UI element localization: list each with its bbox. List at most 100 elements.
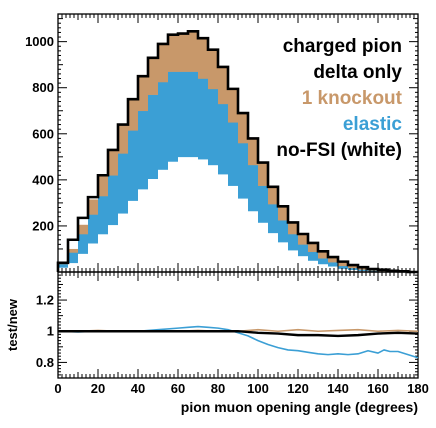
- hist-bar-no-fsi-white-: [138, 189, 149, 273]
- hist-bar-elastic: [298, 244, 309, 257]
- hist-bar-no-fsi-white-: [168, 161, 179, 273]
- legend-entry-1-knockout: 1 knockout: [302, 88, 403, 109]
- legend-entry-charged-pion: charged pion: [283, 36, 402, 57]
- hist-bar-elastic: [118, 153, 129, 214]
- hist-bar-elastic: [78, 233, 89, 254]
- hist-bar-1-knockout: [98, 175, 109, 197]
- hist-bar-1-knockout: [128, 99, 139, 131]
- y-tick-label-top: 800: [32, 80, 54, 95]
- bottom-frame: [57, 271, 419, 379]
- y-tick-label-bottom: 0.8: [36, 355, 54, 370]
- hist-bar-elastic: [308, 251, 319, 261]
- hist-bar-1-knockout: [348, 265, 359, 269]
- hist-bar-elastic: [348, 267, 359, 270]
- hist-bar-no-fsi-white-: [108, 224, 119, 273]
- hist-bar-1-knockout: [118, 124, 129, 154]
- y-tick-label-bottom: 1: [47, 324, 54, 339]
- hist-bar-1-knockout: [358, 267, 369, 270]
- hist-bar-elastic: [98, 195, 109, 235]
- hist-bar-elastic: [208, 88, 219, 166]
- ratio-line-elastic: [57, 325, 419, 359]
- hist-bar-1-knockout: [268, 186, 279, 205]
- x-tick-label: 40: [131, 381, 145, 396]
- hist-bar-no-fsi-white-: [288, 250, 299, 273]
- hist-bar-1-knockout: [248, 138, 259, 166]
- hist-bar-no-fsi-white-: [328, 266, 339, 273]
- hist-bar-no-fsi-white-: [158, 169, 169, 273]
- hist-bar-1-knockout: [238, 113, 249, 144]
- hist-bar-no-fsi-white-: [308, 260, 319, 273]
- x-tick-label: 60: [171, 381, 185, 396]
- hist-bar-no-fsi-white-: [248, 210, 259, 273]
- legend-entry-no-fsi-white-: no-FSI (white): [276, 140, 402, 161]
- y-tick-label-top: 1000: [25, 34, 54, 49]
- hist-bar-1-knockout: [258, 162, 269, 186]
- hist-bar-elastic: [158, 81, 169, 170]
- y-axis-label: test/new: [5, 298, 20, 351]
- hist-bar-elastic: [328, 262, 339, 267]
- hist-bar-1-knockout: [278, 206, 289, 221]
- hist-bar-elastic: [128, 130, 139, 201]
- hist-bar-no-fsi-white-: [148, 178, 159, 273]
- hist-bar-1-knockout: [198, 38, 209, 79]
- hist-bar-1-knockout: [168, 34, 179, 72]
- hist-bar-elastic: [268, 204, 279, 234]
- hist-bar-elastic: [278, 220, 289, 243]
- hist-bar-1-knockout: [308, 242, 319, 253]
- hist-bar-1-knockout: [78, 224, 89, 235]
- hist-bar-no-fsi-white-: [268, 232, 279, 273]
- hist-bar-no-fsi-white-: [68, 262, 79, 273]
- hist-bar-no-fsi-white-: [238, 198, 249, 273]
- hist-bar-no-fsi-white-: [258, 222, 269, 273]
- hist-bar-1-knockout: [338, 261, 349, 267]
- hist-bar-1-knockout: [138, 76, 149, 112]
- hist-bar-1-knockout: [158, 43, 169, 83]
- y-tick-label-top: 200: [32, 218, 54, 233]
- hist-bar-elastic: [178, 71, 189, 158]
- hist-bar-no-fsi-white-: [128, 200, 139, 273]
- hist-bar-elastic: [358, 269, 369, 271]
- hist-bar-elastic: [58, 263, 69, 268]
- hist-bar-elastic: [108, 175, 119, 226]
- hist-bar-no-fsi-white-: [298, 255, 309, 273]
- hist-bar-no-fsi-white-: [208, 164, 219, 273]
- hist-bar-elastic: [238, 143, 249, 199]
- x-tick-label: 180: [407, 381, 429, 396]
- hist-bar-1-knockout: [148, 57, 159, 95]
- legend-entry-delta-only: delta only: [313, 62, 402, 83]
- hist-bar-1-knockout: [108, 149, 119, 176]
- hist-bar-elastic: [188, 71, 199, 158]
- x-tick-label: 80: [211, 381, 225, 396]
- ratio-line-charged-pion: [58, 330, 419, 338]
- hist-bar-elastic: [368, 270, 379, 272]
- hist-bar-1-knockout: [208, 49, 219, 90]
- hist-bar-1-knockout: [178, 33, 189, 72]
- x-tick-label: 120: [287, 381, 309, 396]
- hist-bar-no-fsi-white-: [78, 253, 89, 273]
- hist-bar-elastic: [228, 122, 239, 186]
- x-tick-label: 0: [54, 381, 61, 396]
- hist-bar-elastic: [218, 103, 229, 175]
- histogram-panel: [56, 29, 418, 274]
- hist-bar-1-knockout: [218, 66, 229, 105]
- hist-bar-no-fsi-white-: [228, 185, 239, 273]
- hist-bar-1-knockout: [68, 248, 79, 253]
- hist-bar-elastic: [148, 94, 159, 180]
- hist-bar-no-fsi-white-: [278, 242, 289, 273]
- y-tick-label-bottom: 1.2: [36, 293, 54, 308]
- x-tick-label: 160: [367, 381, 389, 396]
- hist-bar-elastic: [338, 265, 349, 269]
- x-tick-label: 140: [327, 381, 349, 396]
- hist-bar-no-fsi-white-: [88, 243, 99, 273]
- x-axis-label: pion muon opening angle (degrees): [181, 399, 418, 415]
- hist-bar-no-fsi-white-: [198, 159, 209, 273]
- hist-bar-no-fsi-white-: [178, 156, 189, 273]
- hist-bar-1-knockout: [188, 31, 199, 72]
- y-tick-label-top: 600: [32, 126, 54, 141]
- legend-entry-elastic: elastic: [343, 114, 403, 135]
- hist-bar-elastic: [288, 233, 299, 251]
- x-tick-label: 100: [247, 381, 269, 396]
- hist-bar-elastic: [198, 78, 209, 160]
- y-tick-label-top: 400: [32, 172, 54, 187]
